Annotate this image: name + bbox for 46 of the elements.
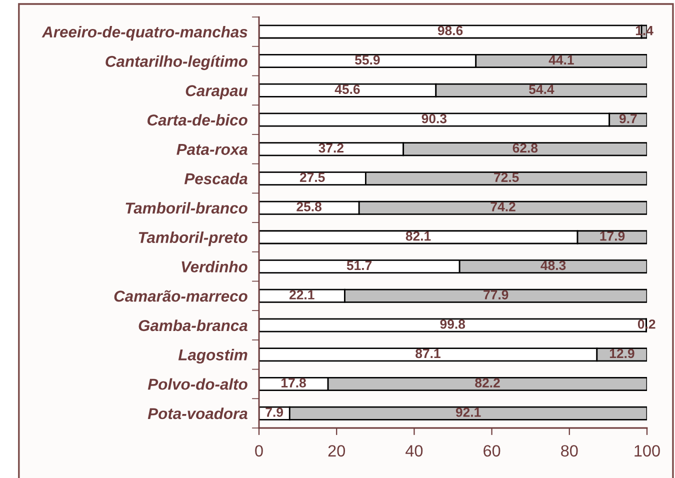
y-tick-label: Tamboril-preto	[138, 232, 248, 246]
data-label: 22.1	[289, 290, 314, 300]
data-label: 7.9	[266, 408, 284, 417]
data-label: 9.7	[619, 114, 637, 124]
data-label: 25.8	[296, 202, 322, 212]
data-label: 98.6	[438, 26, 463, 36]
data-label: 62.8	[512, 143, 538, 153]
data-label: 82.1	[406, 231, 431, 241]
data-label: 90.3	[422, 114, 447, 124]
data-label: 99.8	[440, 319, 466, 329]
y-tick-label: Polvo-do-alto	[148, 378, 248, 390]
data-label: 48.3	[540, 260, 566, 270]
data-label: 72.5	[494, 172, 519, 182]
data-label: 77.9	[484, 290, 508, 300]
y-tick-label: Camarão-marreco	[114, 290, 248, 302]
x-tick-label: 80	[561, 445, 578, 457]
data-label: 17.9	[600, 231, 625, 241]
y-tick-label: Lagostim	[178, 348, 248, 364]
y-tick-label: Pata-roxa	[176, 144, 248, 155]
y-tick-label: Carta-de-bico	[148, 114, 248, 126]
data-label: 92.1	[456, 408, 481, 417]
data-label: 12.9	[610, 348, 634, 358]
x-tick-label: 100	[634, 445, 660, 457]
y-tick-label: Pescada	[184, 172, 248, 184]
y-tick-label: Pota-voadora	[148, 408, 248, 420]
x-tick-label: 40	[406, 445, 423, 457]
data-label: 55.9	[355, 55, 380, 65]
data-label: 45.6	[334, 84, 360, 94]
data-label: 51.7	[346, 260, 372, 270]
y-tick-label: Cantarilho-legítimo	[106, 55, 248, 70]
data-label: 82.2	[475, 378, 500, 388]
y-tick-label: Tamboril-branco	[126, 202, 248, 214]
y-tick-label: Areeiro-de-quatro-manchas	[42, 26, 248, 41]
x-tick-label: 60	[484, 445, 500, 457]
y-tick-label: Gamba-branca	[138, 320, 248, 332]
data-label: 27.5	[300, 172, 325, 182]
data-label: 17.8	[282, 378, 306, 388]
y-tick-label: Verdinho	[182, 260, 248, 272]
data-label: 74.2	[490, 202, 516, 212]
data-label: 54.4	[529, 84, 554, 94]
y-tick-label: Carapau	[186, 85, 248, 100]
data-label: 44.1	[548, 55, 574, 64]
x-tick-label: 20	[328, 445, 345, 457]
data-label: 37.2	[318, 143, 344, 153]
x-tick-label: 0	[255, 445, 263, 457]
data-label: 87.1	[416, 348, 440, 358]
